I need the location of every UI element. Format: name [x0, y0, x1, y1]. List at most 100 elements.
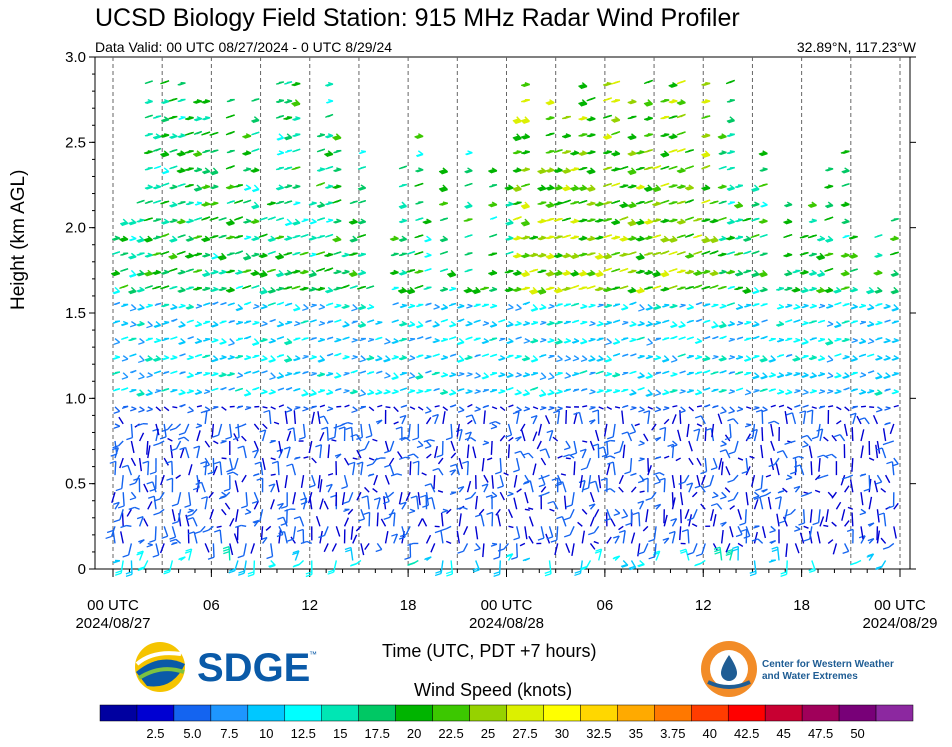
wind-barb-flag: [237, 554, 244, 559]
wind-barb: [180, 338, 186, 343]
wind-barb-flag: [553, 168, 561, 172]
wind-barb-flag: [440, 373, 448, 378]
wind-barb-flag: [580, 85, 588, 90]
wind-barb-flag: [152, 115, 160, 119]
wind-barb-flag: [128, 289, 135, 293]
wind-barb-flag: [611, 152, 619, 156]
wind-barb-flag: [572, 358, 580, 362]
wind-barb: [352, 406, 358, 411]
wind-barb-flag: [439, 251, 447, 255]
wind-barb-flag: [128, 337, 135, 342]
wind-barb: [253, 184, 260, 191]
wind-barb-flag: [202, 273, 210, 277]
wind-barb-flag: [438, 186, 446, 190]
wind-barb-flag: [117, 505, 125, 509]
wind-barb-flag: [210, 288, 217, 292]
wind-barb-flag: [464, 252, 471, 256]
wind-barb: [639, 252, 645, 259]
wind-barb: [253, 449, 259, 459]
wind-barb-flag: [630, 290, 637, 294]
wind-barb-flag: [283, 340, 291, 344]
wind-barb: [286, 430, 292, 442]
wind-barb: [184, 447, 190, 459]
wind-barb: [126, 508, 132, 517]
wind-barb-flag: [539, 306, 546, 310]
wind-barb-flag: [507, 324, 514, 328]
wind-barb: [581, 448, 587, 459]
wind-barb-flag: [169, 185, 176, 189]
wind-barb-flag: [391, 237, 398, 241]
wind-barb: [442, 184, 449, 191]
wind-barb-flag: [604, 373, 612, 377]
wind-barb-flag: [414, 134, 421, 138]
wind-barb: [212, 252, 219, 258]
wind-barb-flag: [636, 337, 643, 341]
wind-barb: [385, 338, 391, 343]
wind-barb-flag: [546, 254, 553, 259]
wind-barb: [130, 423, 134, 438]
wind-barb-flag: [515, 272, 522, 276]
wind-barb-flag: [553, 218, 561, 222]
wind-barb-flag: [466, 323, 473, 327]
wind-barb-flag: [398, 271, 406, 275]
wind-barb: [582, 405, 588, 408]
wind-barb-flag: [629, 567, 636, 571]
wind-barb: [253, 116, 260, 122]
wind-barb: [114, 461, 117, 476]
wind-barb-flag: [375, 391, 382, 395]
wind-barb: [568, 454, 575, 459]
wind-barb-flag: [545, 254, 552, 258]
wind-barb-flag: [390, 252, 398, 257]
wind-barb-flag: [554, 254, 561, 258]
wind-barb-flag: [505, 251, 512, 255]
wind-barb: [603, 423, 608, 437]
wind-barb: [524, 201, 531, 208]
wind-barb: [270, 483, 276, 493]
wind-barb-flag: [563, 447, 571, 451]
wind-barb: [364, 486, 370, 493]
wind-barb-flag: [267, 237, 275, 241]
wind-barb-flag: [179, 392, 186, 396]
wind-barb-flag: [138, 273, 145, 277]
wind-barb-flag: [327, 569, 335, 573]
wind-barb: [417, 150, 424, 156]
wind-barb: [347, 508, 354, 515]
wind-barb: [417, 518, 424, 527]
wind-barb-flag: [415, 153, 423, 157]
wind-barb-flag: [382, 500, 390, 505]
wind-barb-flag: [267, 302, 275, 307]
wind-barb-flag: [627, 236, 634, 240]
wind-barb-flag: [660, 152, 667, 156]
wind-barb-flag: [474, 375, 481, 379]
wind-barb-flag: [643, 186, 651, 190]
wind-barb: [631, 389, 637, 394]
wind-barb-flag: [670, 518, 677, 522]
wind-barb: [172, 406, 178, 409]
wind-barb-flag: [433, 324, 440, 328]
wind-barb: [573, 440, 578, 454]
wind-barb: [544, 491, 550, 495]
wind-barb-flag: [218, 373, 225, 377]
wind-barb-flag: [193, 252, 200, 257]
wind-barb-flag: [539, 393, 547, 398]
wind-barb-flag: [548, 256, 555, 260]
wind-barb: [130, 286, 137, 293]
wind-barb-flag: [234, 235, 241, 239]
wind-barb-flag: [521, 221, 529, 225]
wind-barb: [606, 355, 613, 361]
wind-barb-flag: [284, 166, 291, 171]
wind-barb-flag: [612, 556, 620, 560]
wind-barb-flag: [202, 237, 209, 242]
wind-barb-flag: [628, 203, 635, 208]
wind-barb-flag: [653, 273, 661, 277]
wind-barb-flag: [203, 464, 210, 468]
wind-barb-flag: [278, 531, 285, 535]
wind-barb-flag: [121, 238, 129, 243]
wind-barb-flag: [195, 305, 203, 309]
wind-barb-flag: [321, 426, 328, 430]
wind-barb-flag: [597, 256, 604, 260]
wind-barb-flag: [136, 252, 143, 256]
wind-barb: [139, 389, 145, 395]
wind-barb-flag: [129, 389, 136, 393]
wind-barb-flag: [194, 187, 202, 192]
